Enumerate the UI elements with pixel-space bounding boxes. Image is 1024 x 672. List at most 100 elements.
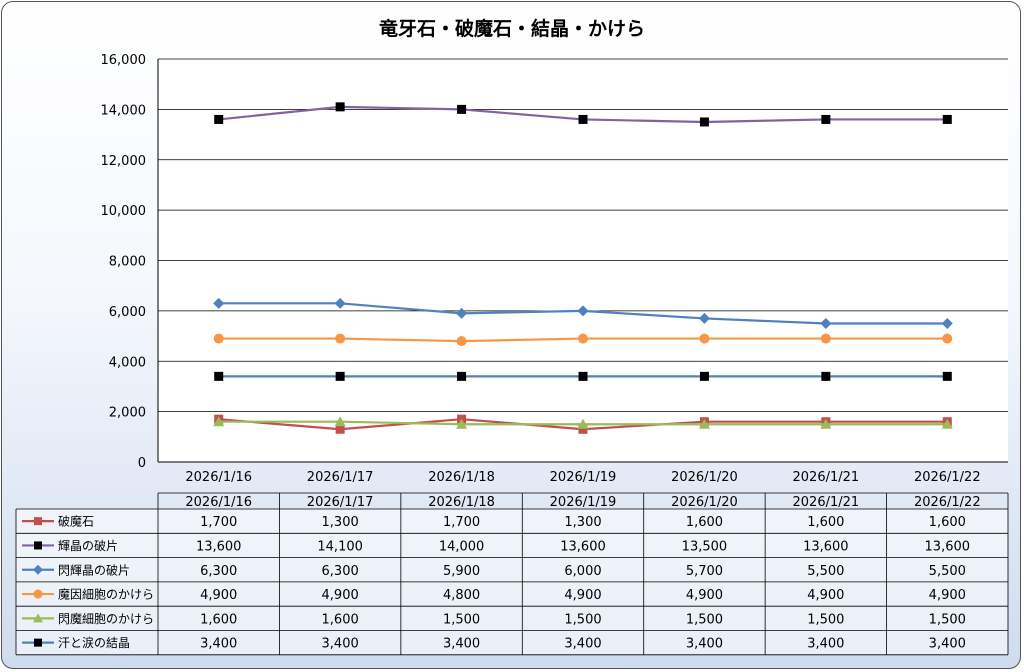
data-point [942, 114, 952, 124]
data-point [699, 117, 709, 127]
data-point [334, 416, 346, 427]
y-tick-label: 6,000 [109, 305, 146, 320]
table-cell: 1,700 [200, 515, 237, 530]
y-tick-label: 0 [138, 456, 146, 471]
table-header-cell: 2026/1/20 [671, 495, 738, 510]
table-cell: 1,500 [929, 612, 966, 627]
data-point [33, 613, 43, 623]
table-cell: 3,400 [929, 637, 966, 652]
table-cell: 4,900 [807, 588, 844, 603]
row-label: 閃輝晶の破片 [58, 562, 130, 577]
series-5 [213, 416, 953, 429]
data-point [942, 333, 953, 344]
data-point [941, 317, 953, 329]
data-point [213, 416, 225, 427]
table-cell: 5,900 [443, 564, 480, 579]
legend-key [22, 589, 54, 599]
table-cell: 3,400 [200, 637, 237, 652]
data-point [335, 371, 345, 381]
table-cell: 1,500 [443, 612, 480, 627]
series-6 [214, 371, 952, 381]
data-point [820, 333, 831, 344]
table-cell: 1,500 [686, 612, 723, 627]
table-cell: 4,900 [200, 588, 237, 603]
table-cell: 4,800 [443, 588, 480, 603]
table-cell: 1,500 [564, 612, 601, 627]
data-point [34, 517, 42, 526]
y-tick-label: 8,000 [109, 255, 146, 270]
y-tick-label: 12,000 [101, 154, 147, 169]
legend-key [22, 517, 54, 526]
table-header-cell: 2026/1/18 [428, 495, 495, 510]
x-tick-label: 2026/1/19 [550, 470, 617, 485]
table-cell: 14,000 [439, 539, 485, 554]
data-point [213, 297, 225, 309]
data-point [577, 305, 589, 317]
table-cell: 6,000 [564, 564, 601, 579]
row-label: 輝晶の破片 [58, 538, 118, 553]
y-tick-label: 4,000 [109, 355, 146, 370]
table-cell: 13,600 [925, 539, 971, 554]
legend-key [22, 541, 54, 550]
table-cell: 1,600 [929, 515, 966, 530]
table-cell: 3,400 [807, 637, 844, 652]
x-tick-label: 2026/1/20 [671, 470, 738, 485]
data-point [335, 102, 345, 112]
data-point [34, 638, 42, 647]
row-label: 閃魔細胞のかけら [58, 611, 154, 626]
data-table: 2026/1/16 2026/1/17 2026/1/18 2026/1/19 2026… [15, 492, 1009, 656]
table-cell: 6,300 [200, 564, 237, 579]
table-header-cell: 2026/1/19 [550, 495, 617, 510]
table-cell: 1,300 [322, 515, 359, 530]
data-point [699, 333, 710, 344]
table-cell: 4,900 [686, 588, 723, 603]
table-cell: 1,600 [200, 612, 237, 627]
data-point [457, 104, 467, 114]
chart-title: 竜牙石・破魔石・結晶・かけら [379, 17, 645, 40]
table-cell: 1,600 [686, 515, 723, 530]
data-point [821, 371, 831, 381]
table-cell: 1,300 [564, 515, 601, 530]
y-tick-label: 16,000 [101, 53, 147, 68]
data-point [456, 307, 468, 319]
table-cell: 3,400 [443, 637, 480, 652]
legend-key [22, 613, 54, 623]
data-point [578, 424, 588, 434]
row-label: 魔因細胞のかけら [58, 587, 154, 602]
data-point [578, 371, 588, 381]
table-cell: 1,600 [807, 515, 844, 530]
table-cell: 5,500 [807, 564, 844, 579]
data-point [456, 418, 468, 429]
table-cell: 1,600 [322, 612, 359, 627]
table-header-cell: 2026/1/16 [185, 495, 252, 510]
series-4 [213, 333, 953, 347]
data-point [821, 114, 831, 124]
data-point [941, 418, 953, 429]
data-point [699, 371, 709, 381]
data-point [334, 297, 346, 309]
y-tick-label: 14,000 [101, 103, 147, 118]
data-point [577, 418, 589, 429]
legend-key [22, 638, 54, 647]
row-label: 破魔石 [58, 514, 94, 529]
series-3 [213, 297, 953, 329]
table-cell: 13,500 [682, 539, 728, 554]
data-point [213, 333, 224, 344]
plot-area: 0 2,000 4,000 6,000 8,000 10,000 12,000 14,000 1… [101, 53, 1008, 485]
table-cell: 3,400 [564, 637, 601, 652]
table-cell: 6,300 [322, 564, 359, 579]
table-cell: 13,600 [196, 539, 242, 554]
data-point [578, 114, 588, 124]
data-point [335, 424, 345, 434]
data-point [698, 418, 710, 429]
x-tick-label: 2026/1/21 [793, 470, 860, 485]
data-point [34, 541, 42, 550]
series-2 [214, 102, 952, 127]
table-cell: 4,900 [322, 588, 359, 603]
table-cell: 13,600 [560, 539, 606, 554]
row-label: 汗と涙の結晶 [58, 635, 130, 650]
data-point [33, 564, 43, 575]
table-cell: 1,700 [443, 515, 480, 530]
